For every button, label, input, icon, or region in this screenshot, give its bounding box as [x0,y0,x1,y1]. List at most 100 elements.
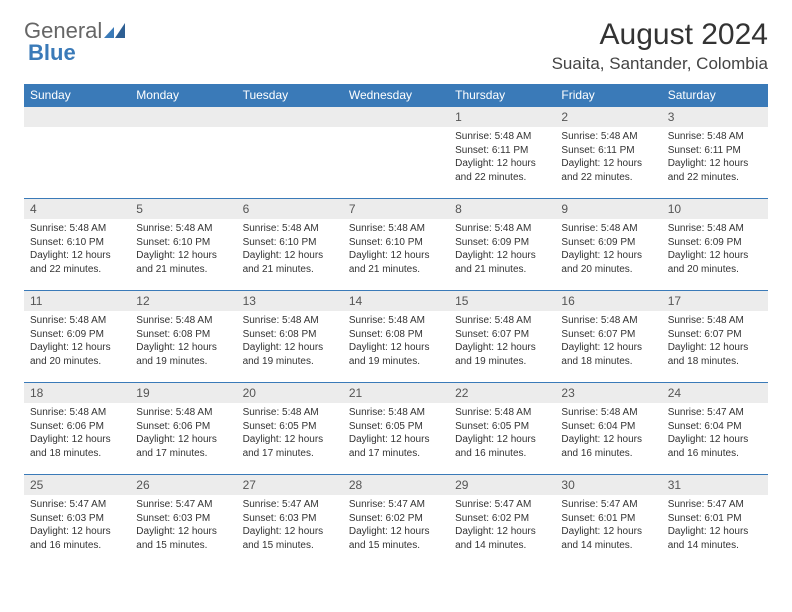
day-number: 25 [24,475,130,495]
day-details: Sunrise: 5:47 AMSunset: 6:03 PMDaylight:… [130,495,236,558]
day-details: Sunrise: 5:48 AMSunset: 6:11 PMDaylight:… [449,127,555,190]
day-header: Friday [555,84,661,107]
day-number: 10 [662,199,768,219]
day-details: Sunrise: 5:47 AMSunset: 6:03 PMDaylight:… [237,495,343,558]
day-details: Sunrise: 5:48 AMSunset: 6:10 PMDaylight:… [237,219,343,282]
day-number: 9 [555,199,661,219]
day-number: 19 [130,383,236,403]
calendar-day-cell: 16Sunrise: 5:48 AMSunset: 6:07 PMDayligh… [555,291,661,383]
day-details: Sunrise: 5:48 AMSunset: 6:05 PMDaylight:… [449,403,555,466]
day-details: Sunrise: 5:47 AMSunset: 6:01 PMDaylight:… [555,495,661,558]
calendar-day-cell: 4Sunrise: 5:48 AMSunset: 6:10 PMDaylight… [24,199,130,291]
day-details: Sunrise: 5:48 AMSunset: 6:06 PMDaylight:… [24,403,130,466]
calendar-day-cell: 31Sunrise: 5:47 AMSunset: 6:01 PMDayligh… [662,475,768,567]
day-header: Thursday [449,84,555,107]
calendar-day-cell: 2Sunrise: 5:48 AMSunset: 6:11 PMDaylight… [555,107,661,199]
day-details: Sunrise: 5:48 AMSunset: 6:10 PMDaylight:… [24,219,130,282]
calendar-week-row: 4Sunrise: 5:48 AMSunset: 6:10 PMDaylight… [24,199,768,291]
day-header: Tuesday [237,84,343,107]
day-number: 24 [662,383,768,403]
day-number: 2 [555,107,661,127]
day-number: 29 [449,475,555,495]
day-details: Sunrise: 5:47 AMSunset: 6:02 PMDaylight:… [343,495,449,558]
day-details: Sunrise: 5:48 AMSunset: 6:07 PMDaylight:… [449,311,555,374]
day-details: Sunrise: 5:48 AMSunset: 6:09 PMDaylight:… [24,311,130,374]
day-number: 5 [130,199,236,219]
day-details: Sunrise: 5:48 AMSunset: 6:05 PMDaylight:… [343,403,449,466]
day-number: 28 [343,475,449,495]
day-number: 26 [130,475,236,495]
day-number: 18 [24,383,130,403]
day-details: Sunrise: 5:48 AMSunset: 6:08 PMDaylight:… [130,311,236,374]
day-number: 12 [130,291,236,311]
day-number: 22 [449,383,555,403]
calendar-day-cell: 5Sunrise: 5:48 AMSunset: 6:10 PMDaylight… [130,199,236,291]
calendar-day-cell: 9Sunrise: 5:48 AMSunset: 6:09 PMDaylight… [555,199,661,291]
day-details: Sunrise: 5:48 AMSunset: 6:10 PMDaylight:… [130,219,236,282]
day-number: 30 [555,475,661,495]
day-details: Sunrise: 5:48 AMSunset: 6:08 PMDaylight:… [237,311,343,374]
calendar-empty-cell [24,107,130,199]
day-number: 8 [449,199,555,219]
calendar-week-row: 1Sunrise: 5:48 AMSunset: 6:11 PMDaylight… [24,107,768,199]
day-number: 21 [343,383,449,403]
calendar-empty-cell [237,107,343,199]
calendar-day-cell: 18Sunrise: 5:48 AMSunset: 6:06 PMDayligh… [24,383,130,475]
calendar-day-cell: 27Sunrise: 5:47 AMSunset: 6:03 PMDayligh… [237,475,343,567]
calendar-day-cell: 26Sunrise: 5:47 AMSunset: 6:03 PMDayligh… [130,475,236,567]
day-details: Sunrise: 5:48 AMSunset: 6:07 PMDaylight:… [555,311,661,374]
day-details: Sunrise: 5:48 AMSunset: 6:11 PMDaylight:… [662,127,768,190]
day-number: 14 [343,291,449,311]
day-details: Sunrise: 5:47 AMSunset: 6:03 PMDaylight:… [24,495,130,558]
calendar-day-cell: 21Sunrise: 5:48 AMSunset: 6:05 PMDayligh… [343,383,449,475]
day-number: 23 [555,383,661,403]
calendar-day-cell: 3Sunrise: 5:48 AMSunset: 6:11 PMDaylight… [662,107,768,199]
day-number: 15 [449,291,555,311]
day-number: 27 [237,475,343,495]
calendar-day-cell: 19Sunrise: 5:48 AMSunset: 6:06 PMDayligh… [130,383,236,475]
day-number: 13 [237,291,343,311]
day-details: Sunrise: 5:48 AMSunset: 6:09 PMDaylight:… [662,219,768,282]
day-header: Wednesday [343,84,449,107]
calendar-day-cell: 14Sunrise: 5:48 AMSunset: 6:08 PMDayligh… [343,291,449,383]
day-details: Sunrise: 5:48 AMSunset: 6:05 PMDaylight:… [237,403,343,466]
calendar-day-cell: 10Sunrise: 5:48 AMSunset: 6:09 PMDayligh… [662,199,768,291]
calendar-day-cell: 22Sunrise: 5:48 AMSunset: 6:05 PMDayligh… [449,383,555,475]
title-block: August 2024 Suaita, Santander, Colombia [552,18,768,74]
day-details: Sunrise: 5:48 AMSunset: 6:08 PMDaylight:… [343,311,449,374]
calendar-day-cell: 29Sunrise: 5:47 AMSunset: 6:02 PMDayligh… [449,475,555,567]
calendar-day-cell: 23Sunrise: 5:48 AMSunset: 6:04 PMDayligh… [555,383,661,475]
calendar-day-cell: 12Sunrise: 5:48 AMSunset: 6:08 PMDayligh… [130,291,236,383]
day-details: Sunrise: 5:47 AMSunset: 6:02 PMDaylight:… [449,495,555,558]
calendar-day-cell: 15Sunrise: 5:48 AMSunset: 6:07 PMDayligh… [449,291,555,383]
calendar-day-cell: 20Sunrise: 5:48 AMSunset: 6:05 PMDayligh… [237,383,343,475]
day-number: 17 [662,291,768,311]
day-number: 31 [662,475,768,495]
day-details: Sunrise: 5:48 AMSunset: 6:04 PMDaylight:… [555,403,661,466]
calendar-day-cell: 30Sunrise: 5:47 AMSunset: 6:01 PMDayligh… [555,475,661,567]
day-details: Sunrise: 5:47 AMSunset: 6:01 PMDaylight:… [662,495,768,558]
month-title: August 2024 [552,18,768,52]
location-subtitle: Suaita, Santander, Colombia [552,54,768,74]
day-details: Sunrise: 5:47 AMSunset: 6:04 PMDaylight:… [662,403,768,466]
page-header: General August 2024 Suaita, Santander, C… [24,18,768,74]
calendar-body: 1Sunrise: 5:48 AMSunset: 6:11 PMDaylight… [24,107,768,567]
calendar-table: SundayMondayTuesdayWednesdayThursdayFrid… [24,84,768,567]
day-details: Sunrise: 5:48 AMSunset: 6:11 PMDaylight:… [555,127,661,190]
calendar-week-row: 25Sunrise: 5:47 AMSunset: 6:03 PMDayligh… [24,475,768,567]
day-number: 1 [449,107,555,127]
calendar-week-row: 18Sunrise: 5:48 AMSunset: 6:06 PMDayligh… [24,383,768,475]
calendar-day-cell: 8Sunrise: 5:48 AMSunset: 6:09 PMDaylight… [449,199,555,291]
day-number: 11 [24,291,130,311]
day-number: 4 [24,199,130,219]
day-details: Sunrise: 5:48 AMSunset: 6:09 PMDaylight:… [555,219,661,282]
day-header: Monday [130,84,236,107]
calendar-day-cell: 28Sunrise: 5:47 AMSunset: 6:02 PMDayligh… [343,475,449,567]
day-number: 3 [662,107,768,127]
day-header: Sunday [24,84,130,107]
calendar-empty-cell [130,107,236,199]
day-number: 16 [555,291,661,311]
calendar-day-cell: 24Sunrise: 5:47 AMSunset: 6:04 PMDayligh… [662,383,768,475]
day-header: Saturday [662,84,768,107]
calendar-empty-cell [343,107,449,199]
